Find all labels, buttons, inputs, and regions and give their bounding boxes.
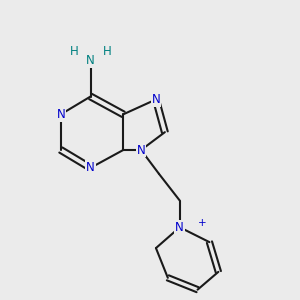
Text: N: N — [137, 143, 146, 157]
Text: N: N — [86, 161, 95, 174]
Text: N: N — [56, 108, 65, 121]
Text: H: H — [103, 45, 111, 58]
Text: N: N — [175, 221, 184, 234]
Text: N: N — [152, 93, 160, 106]
Text: N: N — [86, 54, 95, 67]
Text: H: H — [70, 45, 79, 58]
Text: +: + — [198, 218, 206, 228]
